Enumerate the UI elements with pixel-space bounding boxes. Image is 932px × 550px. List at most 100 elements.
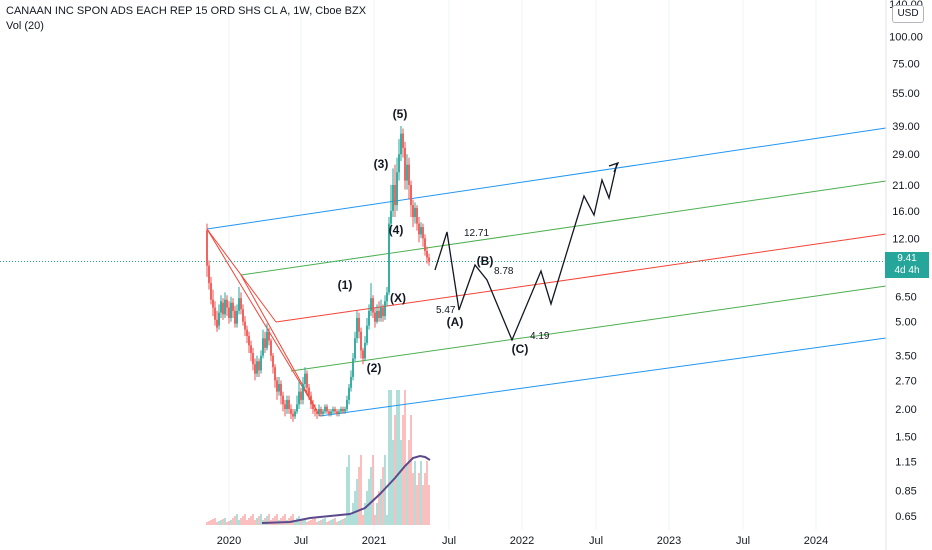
candle-body (226, 299, 228, 308)
price-tick-label: 0.85 (895, 486, 916, 498)
candle-body (304, 373, 306, 385)
volume-bar (412, 473, 414, 525)
volume-bar (396, 390, 398, 525)
volume-bar (212, 519, 214, 525)
volume-bar (360, 455, 362, 525)
candle-body (424, 238, 426, 252)
candle-body (404, 147, 406, 181)
candle-body (422, 227, 424, 239)
candle-body (286, 399, 288, 409)
volume-bar (364, 503, 366, 525)
volume-bar (222, 519, 224, 525)
candle-body (246, 329, 248, 337)
volume-bar (418, 473, 420, 525)
volume-bar (220, 520, 222, 525)
volume-bars (206, 390, 430, 525)
volume-bar (322, 519, 324, 525)
candle-body (372, 298, 374, 313)
pitchfork (206, 127, 887, 417)
price-tick-label: 12.00 (892, 233, 920, 245)
symbol-title: CANAAN INC SPON ADS EACH REP 15 ORD SHS … (6, 5, 367, 17)
candle-body (222, 302, 224, 315)
candle-body (388, 223, 390, 293)
volume-bar (422, 485, 424, 525)
volume-bar (330, 520, 332, 525)
candle-body (308, 387, 310, 396)
volume-bar (242, 516, 244, 525)
candle-body (398, 154, 400, 173)
candle-body (292, 413, 294, 417)
volume-bar (394, 415, 396, 525)
candle-body (276, 380, 278, 392)
candle-body (248, 336, 250, 346)
volume-bar (224, 518, 226, 525)
candle-body (264, 338, 266, 348)
volume-bar (232, 518, 234, 525)
last-price-tag: 9.41 4d 4h (885, 252, 929, 278)
candle-body (268, 331, 270, 341)
candle-body (392, 184, 394, 211)
volume-bar (362, 515, 364, 525)
price-tick-label: 1.15 (895, 457, 916, 469)
time-tick-label: 2020 (217, 535, 241, 547)
volume-bar (312, 519, 314, 525)
candle-body (302, 384, 304, 400)
candle-body (240, 298, 242, 310)
candle-body (274, 367, 276, 381)
fork-median-line (275, 233, 887, 323)
candle-body (382, 307, 384, 317)
time-tick-label: Jul (442, 535, 456, 547)
wave-label: (C) (512, 342, 529, 356)
candle-body (376, 310, 378, 322)
candle-body (260, 355, 262, 371)
wave-label: (4) (389, 223, 404, 237)
volume-bar (390, 390, 392, 525)
time-axis[interactable]: 2020 Jul 2021 Jul 2022 Jul 2023 Jul 2024 (217, 535, 828, 547)
candle-body (294, 411, 296, 417)
candle-body (316, 411, 318, 414)
volume-bar (216, 522, 218, 525)
candle-body (420, 227, 422, 235)
candle-body (428, 257, 430, 262)
price-tick-label: 0.65 (895, 511, 916, 523)
candle-body (314, 409, 316, 412)
candle-body (224, 299, 226, 315)
candle-body (300, 391, 302, 400)
candle-body (210, 283, 212, 300)
candle-body (358, 317, 360, 332)
candle-body (332, 409, 334, 412)
projection-value-label: 5.47 (436, 305, 456, 316)
volume-bar (368, 479, 370, 525)
volume-bar (256, 518, 258, 525)
candle-body (324, 406, 326, 412)
volume-bar (246, 520, 248, 525)
currency-button[interactable]: USD (892, 5, 924, 23)
volume-bar (332, 519, 334, 525)
volume-bar (410, 415, 412, 525)
volume-bar (208, 521, 210, 525)
candle-body (310, 395, 312, 405)
volume-ma-line (261, 454, 431, 524)
candle-body (352, 358, 354, 377)
volume-bar (350, 515, 352, 525)
price-tick-label: 29.00 (892, 149, 920, 161)
candle-body (214, 307, 216, 320)
fork-handle-lower (206, 228, 321, 417)
volume-bar (230, 520, 232, 525)
price-tick-label: 3.50 (895, 351, 916, 363)
volume-bar (366, 491, 368, 525)
candle-body (348, 387, 350, 400)
volume-bar (374, 515, 376, 525)
wave-label: (A) (447, 315, 464, 329)
candle-body (256, 361, 258, 374)
candle-body (282, 395, 284, 405)
candle-body (334, 409, 336, 412)
volume-bar (342, 519, 344, 525)
volume-bar (416, 485, 418, 525)
candle-body (236, 310, 238, 324)
volume-bar (316, 522, 318, 525)
fork-lower-median-line (290, 285, 887, 372)
candle-body (288, 399, 290, 409)
candle-body (330, 411, 332, 414)
